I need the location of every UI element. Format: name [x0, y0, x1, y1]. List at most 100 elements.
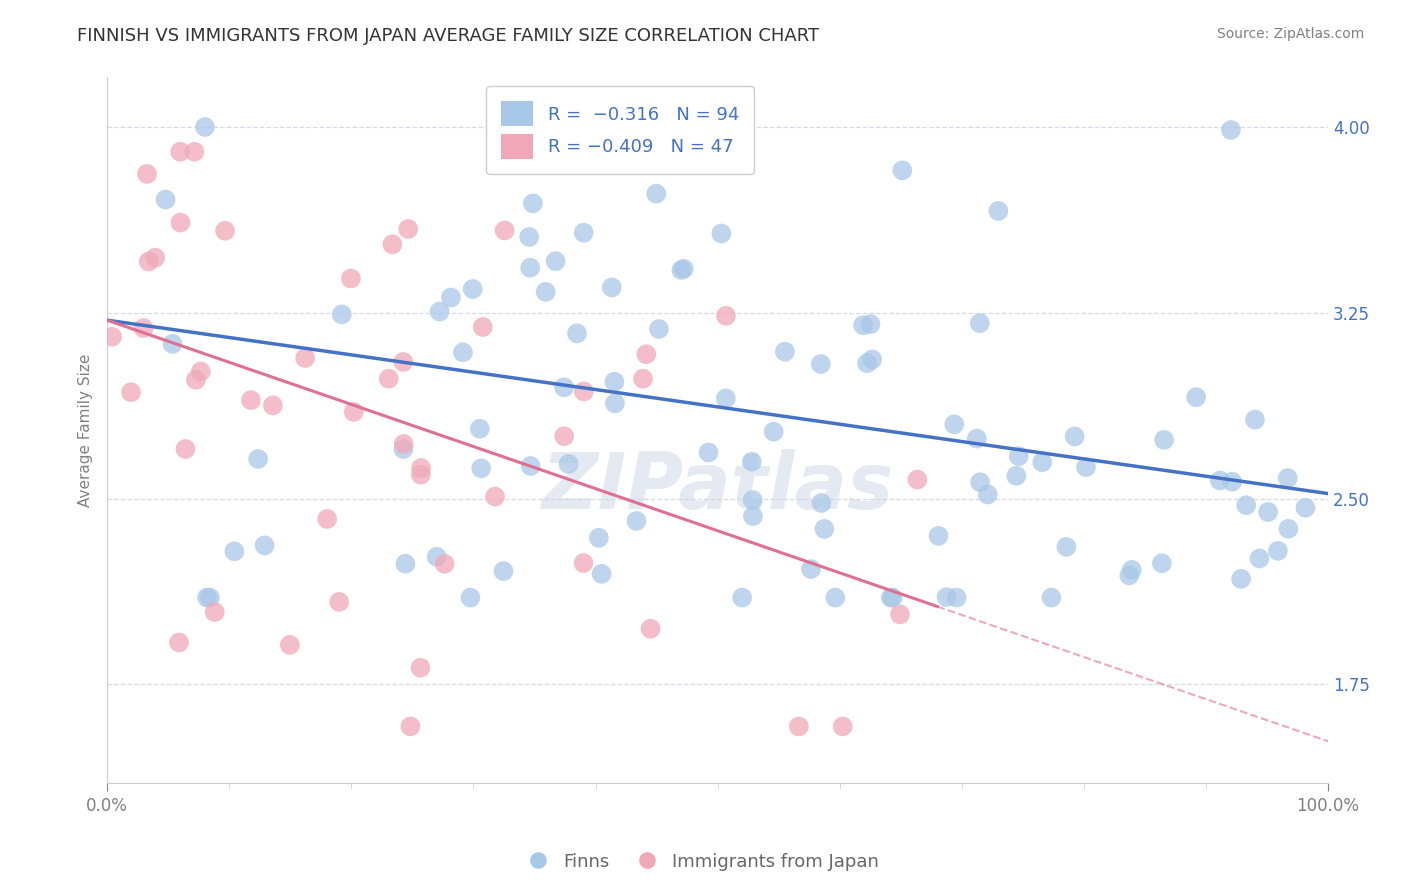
Point [741, 509, 763, 524]
Point [262, 399, 284, 413]
Y-axis label: Average Family Size: Average Family Size [79, 354, 93, 507]
Point [519, 458, 541, 473]
Point [1153, 433, 1175, 447]
Point [392, 442, 415, 456]
Point [1294, 500, 1316, 515]
Point [278, 638, 301, 652]
Point [987, 203, 1010, 218]
Point [773, 344, 796, 359]
Point [1209, 474, 1232, 488]
Point [860, 352, 883, 367]
Point [852, 318, 875, 333]
Point [672, 261, 695, 276]
Point [1121, 563, 1143, 577]
Point [731, 591, 754, 605]
Text: Source: ZipAtlas.com: Source: ZipAtlas.com [1216, 27, 1364, 41]
Point [603, 375, 626, 389]
Point [800, 562, 823, 576]
Point [565, 326, 588, 341]
Point [169, 215, 191, 229]
Point [429, 304, 451, 318]
Point [648, 322, 671, 336]
Point [484, 490, 506, 504]
Point [966, 432, 988, 446]
Point [856, 356, 879, 370]
Point [905, 473, 928, 487]
Point [392, 437, 415, 451]
Point [787, 719, 810, 733]
Point [340, 271, 363, 285]
Point [880, 591, 903, 605]
Point [330, 307, 353, 321]
Point [935, 590, 957, 604]
Point [714, 392, 737, 406]
Point [697, 445, 720, 459]
Point [1040, 591, 1063, 605]
Point [636, 347, 658, 361]
Point [553, 380, 575, 394]
Point [741, 455, 763, 469]
Point [831, 719, 853, 733]
Point [1244, 412, 1267, 426]
Point [328, 595, 350, 609]
Point [190, 364, 212, 378]
Point [155, 193, 177, 207]
Point [143, 251, 166, 265]
Point [494, 223, 516, 237]
Point [710, 227, 733, 241]
Text: FINNISH VS IMMIGRANTS FROM JAPAN AVERAGE FAMILY SIZE CORRELATION CHART: FINNISH VS IMMIGRANTS FROM JAPAN AVERAGE… [77, 27, 820, 45]
Point [1257, 505, 1279, 519]
Point [409, 461, 432, 475]
Point [1063, 429, 1085, 443]
Point [859, 317, 882, 331]
Point [741, 492, 763, 507]
Point [396, 222, 419, 236]
Point [162, 337, 184, 351]
Point [471, 320, 494, 334]
Point [603, 396, 626, 410]
Point [1185, 390, 1208, 404]
Point [460, 591, 482, 605]
Point [631, 372, 654, 386]
Point [409, 467, 432, 482]
Point [194, 120, 217, 134]
Point [492, 564, 515, 578]
Point [810, 496, 832, 510]
Point [377, 372, 399, 386]
Point [588, 531, 610, 545]
Point [394, 557, 416, 571]
Point [522, 196, 544, 211]
Point [572, 384, 595, 399]
Point [468, 422, 491, 436]
Point [138, 254, 160, 268]
Point [891, 163, 914, 178]
Point [470, 461, 492, 475]
Text: ZIPatlas: ZIPatlas [541, 449, 894, 524]
Point [572, 226, 595, 240]
Point [762, 425, 785, 439]
Point [1008, 449, 1031, 463]
Point [969, 316, 991, 330]
Point [626, 514, 648, 528]
Point [1150, 556, 1173, 570]
Point [399, 719, 422, 733]
Point [943, 417, 966, 432]
Point [1054, 540, 1077, 554]
Point [343, 405, 366, 419]
Point [714, 309, 737, 323]
Point [1277, 471, 1299, 485]
Point [591, 566, 613, 581]
Point [136, 167, 159, 181]
Point [519, 260, 541, 275]
Point [517, 230, 540, 244]
Point [451, 345, 474, 359]
Point [239, 393, 262, 408]
Point [1031, 455, 1053, 469]
Point [183, 145, 205, 159]
Point [600, 280, 623, 294]
Point [977, 487, 1000, 501]
Point [224, 544, 246, 558]
Point [1005, 468, 1028, 483]
Point [392, 355, 415, 369]
Point [294, 351, 316, 365]
